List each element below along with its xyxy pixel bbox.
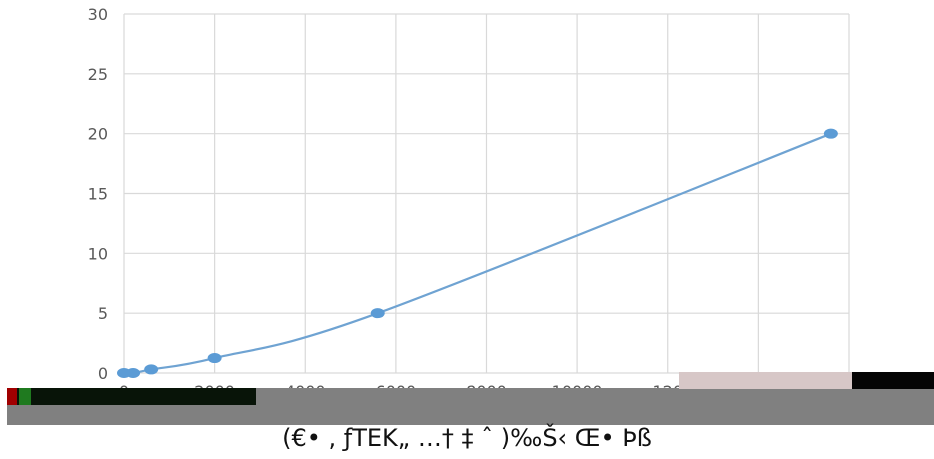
y-tick-label: 20 bbox=[88, 125, 108, 144]
y-tick-label: 0 bbox=[98, 364, 108, 383]
data-point bbox=[126, 368, 141, 378]
y-tick-label: 30 bbox=[88, 5, 108, 24]
y-tick-label: 5 bbox=[98, 304, 108, 323]
y-tick-label: 25 bbox=[88, 65, 108, 84]
series-points bbox=[117, 128, 838, 378]
y-axis-tick-labels: 0 5 10 15 20 25 30 bbox=[88, 5, 108, 383]
data-point bbox=[207, 353, 222, 364]
caption-text: (€• , ƒTEK„ …† ‡ ˆ )‰Š‹ Œ• Þß bbox=[282, 424, 652, 452]
data-point bbox=[370, 308, 385, 319]
obscured-band bbox=[7, 372, 934, 425]
data-point bbox=[144, 364, 159, 375]
data-point bbox=[823, 128, 838, 139]
y-tick-label: 10 bbox=[88, 244, 108, 263]
y-tick-label: 15 bbox=[88, 185, 108, 204]
